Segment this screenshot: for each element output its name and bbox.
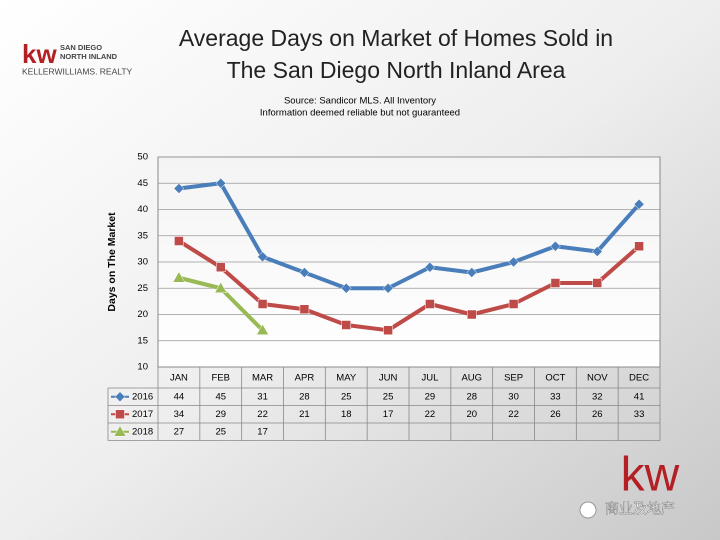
- watermark: 商业及地产: [605, 501, 675, 517]
- marker: [508, 299, 519, 309]
- marker: [216, 262, 226, 272]
- marker: [633, 198, 645, 210]
- x-tick-label: AUG: [461, 373, 482, 384]
- table-cell: 22: [425, 409, 436, 420]
- table-cell: 30: [508, 391, 519, 402]
- logo-mark: kw: [22, 39, 57, 69]
- table-cell: 17: [257, 426, 268, 437]
- marker: [113, 425, 127, 437]
- table-cell: 28: [299, 391, 310, 402]
- marker: [592, 278, 602, 288]
- x-tick-label: FEB: [212, 373, 230, 384]
- logo-text: KELLERWILLIAMS. REALTY: [22, 66, 133, 76]
- marker: [550, 278, 561, 288]
- marker: [508, 256, 519, 268]
- y-tick-label: 45: [137, 178, 148, 189]
- marker: [256, 323, 270, 335]
- x-tick-label: APR: [295, 373, 315, 384]
- x-tick-label: MAY: [336, 373, 357, 384]
- legend-label: 2017: [132, 409, 153, 420]
- chart-title: The San Diego North Inland Area: [227, 57, 566, 83]
- marker: [257, 299, 268, 309]
- y-tick-label: 15: [137, 335, 148, 346]
- logo-text: SAN DIEGO: [60, 43, 102, 52]
- marker: [383, 325, 393, 335]
- marker: [257, 251, 268, 263]
- marker: [341, 320, 351, 330]
- x-tick-label: MAR: [252, 373, 273, 384]
- table-cell: 28: [466, 391, 477, 402]
- table-cell: 44: [174, 391, 185, 402]
- table-cell: 29: [215, 409, 226, 420]
- table-cell: 31: [257, 391, 268, 402]
- marker: [115, 409, 125, 419]
- x-tick-label: JUN: [379, 373, 398, 384]
- x-tick-label: JUL: [421, 373, 438, 384]
- y-tick-label: 40: [137, 204, 148, 215]
- wechat-icon: [579, 501, 597, 519]
- legend-label: 2018: [132, 426, 153, 437]
- subtitle: Source: Sandicor MLS. All Inventory: [284, 96, 436, 107]
- marker: [425, 299, 435, 309]
- series-line: [178, 181, 641, 291]
- subtitle: Information deemed reliable but not guar…: [260, 108, 460, 119]
- marker: [466, 267, 478, 278]
- x-tick-label: NOV: [587, 373, 608, 384]
- x-tick-label: OCT: [545, 373, 565, 384]
- marker: [173, 183, 185, 194]
- marker: [550, 240, 561, 252]
- marker: [214, 281, 228, 293]
- footer-mark: kw: [621, 449, 680, 502]
- table-cell: 17: [383, 409, 394, 420]
- marker: [172, 271, 186, 283]
- marker: [215, 177, 227, 189]
- marker: [424, 261, 436, 273]
- y-axis-label: Days on The Market: [106, 212, 118, 312]
- x-tick-label: JAN: [170, 373, 188, 384]
- marker: [114, 391, 126, 403]
- table-cell: 45: [215, 391, 226, 402]
- y-tick-label: 50: [137, 152, 148, 163]
- y-tick-label: 30: [137, 257, 148, 268]
- marker: [174, 236, 184, 246]
- logo-text: NORTH INLAND: [60, 52, 118, 61]
- x-tick-label: DEC: [629, 373, 649, 384]
- legend-label: 2016: [132, 391, 153, 402]
- table-cell: 33: [550, 391, 561, 402]
- table-cell: 18: [341, 409, 352, 420]
- table-cell: 41: [634, 391, 645, 402]
- table-cell: 25: [383, 391, 394, 402]
- table-cell: 22: [508, 409, 519, 420]
- table-cell: 25: [215, 426, 226, 437]
- marker: [467, 309, 477, 320]
- table-cell: 21: [299, 409, 310, 420]
- marker: [382, 282, 394, 294]
- table-cell: 26: [550, 409, 561, 420]
- marker: [299, 304, 310, 314]
- table-cell: 25: [341, 391, 352, 402]
- chart-title: Average Days on Market of Homes Sold in: [179, 25, 613, 51]
- table-cell: 34: [174, 409, 185, 420]
- table-cell: 26: [592, 409, 603, 420]
- table-cell: 29: [425, 391, 436, 402]
- marker: [299, 267, 310, 278]
- marker: [591, 246, 603, 257]
- table-cell: 20: [466, 409, 477, 420]
- x-tick-label: SEP: [504, 373, 523, 384]
- series-line: [177, 239, 641, 333]
- y-tick-label: 25: [137, 283, 148, 294]
- table-cell: 33: [634, 409, 645, 420]
- table-cell: 32: [592, 391, 603, 402]
- table-cell: 22: [257, 409, 268, 420]
- y-tick-label: 35: [137, 230, 148, 241]
- marker: [340, 282, 352, 294]
- table-cell: 27: [174, 426, 185, 437]
- y-tick-label: 10: [137, 362, 148, 373]
- marker: [634, 241, 644, 251]
- y-tick-label: 20: [137, 309, 148, 320]
